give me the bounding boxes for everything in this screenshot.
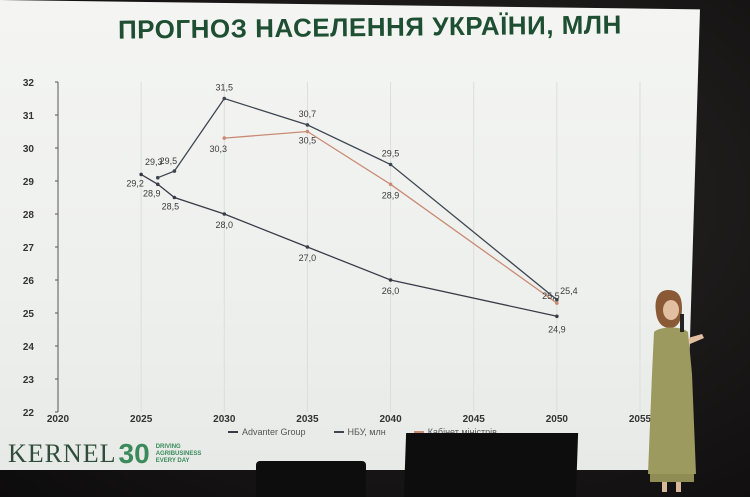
y-tick-label: 24 bbox=[23, 342, 35, 353]
logo-number: 30 bbox=[118, 438, 150, 469]
legend-swatch-nbu bbox=[333, 431, 344, 433]
y-tick-label: 30 bbox=[23, 144, 35, 155]
data-label: 30,5 bbox=[299, 136, 317, 146]
data-label: 29,3 bbox=[145, 157, 163, 167]
stage-monitor-right bbox=[403, 433, 579, 497]
series-point-1 bbox=[172, 169, 177, 173]
series-point-0 bbox=[222, 212, 227, 216]
y-tick-label: 22 bbox=[23, 408, 35, 419]
y-tick-label: 27 bbox=[23, 243, 35, 254]
y-tick-label: 28 bbox=[23, 210, 35, 221]
series-point-1 bbox=[555, 298, 559, 302]
speaker-dress bbox=[648, 327, 696, 474]
y-tick-label: 26 bbox=[23, 276, 35, 287]
legend-swatch-advanter bbox=[228, 431, 238, 433]
microphone bbox=[680, 314, 684, 332]
series-line-0 bbox=[140, 173, 558, 317]
speaker-face bbox=[663, 300, 679, 320]
series-line-2 bbox=[224, 130, 558, 304]
series-point-1 bbox=[388, 162, 393, 167]
data-label: 30,3 bbox=[210, 144, 228, 154]
x-tick-label: 2035 bbox=[296, 414, 319, 425]
series-point-1 bbox=[155, 175, 160, 180]
logo-tagline: DRIVING AGRIBUSINESS EVERY DAY bbox=[155, 443, 202, 464]
legend-label-nbu: НБУ, млн bbox=[347, 427, 386, 437]
legend-label-advanter: Advanter Group bbox=[242, 427, 306, 437]
x-tick-label: 2020 bbox=[47, 414, 70, 425]
series-point-0 bbox=[155, 182, 160, 187]
x-tick-label: 2045 bbox=[463, 414, 486, 425]
data-label: 28,0 bbox=[216, 220, 234, 230]
data-label: 28,9 bbox=[143, 188, 161, 198]
data-label: 30,7 bbox=[299, 109, 317, 119]
x-tick-label: 2050 bbox=[546, 414, 569, 425]
series-point-0 bbox=[172, 195, 177, 200]
y-tick-label: 25 bbox=[23, 309, 35, 320]
legend-swatch-cabinet bbox=[413, 431, 424, 433]
kernel-logo: KERNEL 30 DRIVING AGRIBUSINESS EVERY DAY bbox=[8, 436, 216, 470]
x-tick-label: 2030 bbox=[213, 414, 236, 425]
series-point-0 bbox=[555, 314, 559, 319]
series-point-2 bbox=[388, 182, 393, 187]
data-label: 25,4 bbox=[560, 286, 578, 296]
series-point-2 bbox=[222, 136, 227, 140]
y-tick-label: 23 bbox=[23, 375, 35, 386]
data-label: 28,9 bbox=[382, 190, 400, 200]
series-point-2 bbox=[305, 129, 310, 134]
speaker-arm bbox=[688, 334, 704, 344]
legend-cabinet: Кабінет міністрів bbox=[413, 427, 497, 437]
legend-label-cabinet: Кабінет міністрів bbox=[427, 427, 497, 437]
logo-word: KERNEL bbox=[8, 439, 117, 468]
x-tick-label: 2055 bbox=[629, 414, 652, 425]
data-label: 29,2 bbox=[126, 178, 144, 188]
data-label: 28,5 bbox=[162, 202, 180, 212]
y-tick-label: 31 bbox=[23, 111, 35, 122]
legend-advanter: Advanter Group bbox=[228, 427, 306, 437]
stage-monitor-left bbox=[256, 461, 366, 497]
data-label: 25,5 bbox=[542, 291, 560, 301]
projection-screen: ПРОГНОЗ НАСЕЛЕННЯ УКРАЇНИ, МЛН 2020 2025 2… bbox=[0, 0, 700, 470]
speaker-figure bbox=[648, 290, 704, 492]
series-line-1 bbox=[157, 97, 558, 301]
population-chart: 2020 2025 2030 2035 2040 2045 2050 2055 22 23 24 25… bbox=[23, 78, 652, 425]
series-point-0 bbox=[305, 245, 310, 249]
speaker-leg-right bbox=[676, 482, 681, 492]
series-point-1 bbox=[222, 96, 227, 101]
data-label: 24,9 bbox=[548, 324, 566, 334]
speaker-hem bbox=[650, 474, 694, 482]
data-label: 27,0 bbox=[299, 253, 317, 263]
legend-nbu: НБУ, млн bbox=[333, 427, 386, 437]
x-tick-label: 2040 bbox=[379, 414, 402, 425]
series-point-0 bbox=[388, 278, 393, 282]
speaker-leg-left bbox=[662, 482, 667, 492]
data-label: 29,5 bbox=[160, 156, 178, 166]
y-tick-label: 32 bbox=[23, 78, 35, 89]
series-point-0 bbox=[139, 172, 143, 177]
data-label: 29,5 bbox=[382, 149, 400, 159]
series-point-1 bbox=[305, 123, 310, 127]
x-tick-label: 2025 bbox=[130, 414, 153, 425]
series-point-2 bbox=[555, 301, 559, 305]
chart-legend: Advanter Group НБУ, млн Кабінет міністрі… bbox=[228, 427, 497, 437]
data-label: 26,0 bbox=[382, 286, 400, 296]
y-tick-label: 29 bbox=[23, 177, 35, 188]
stage-monitors bbox=[0, 433, 750, 497]
data-label: 31,5 bbox=[216, 83, 234, 93]
